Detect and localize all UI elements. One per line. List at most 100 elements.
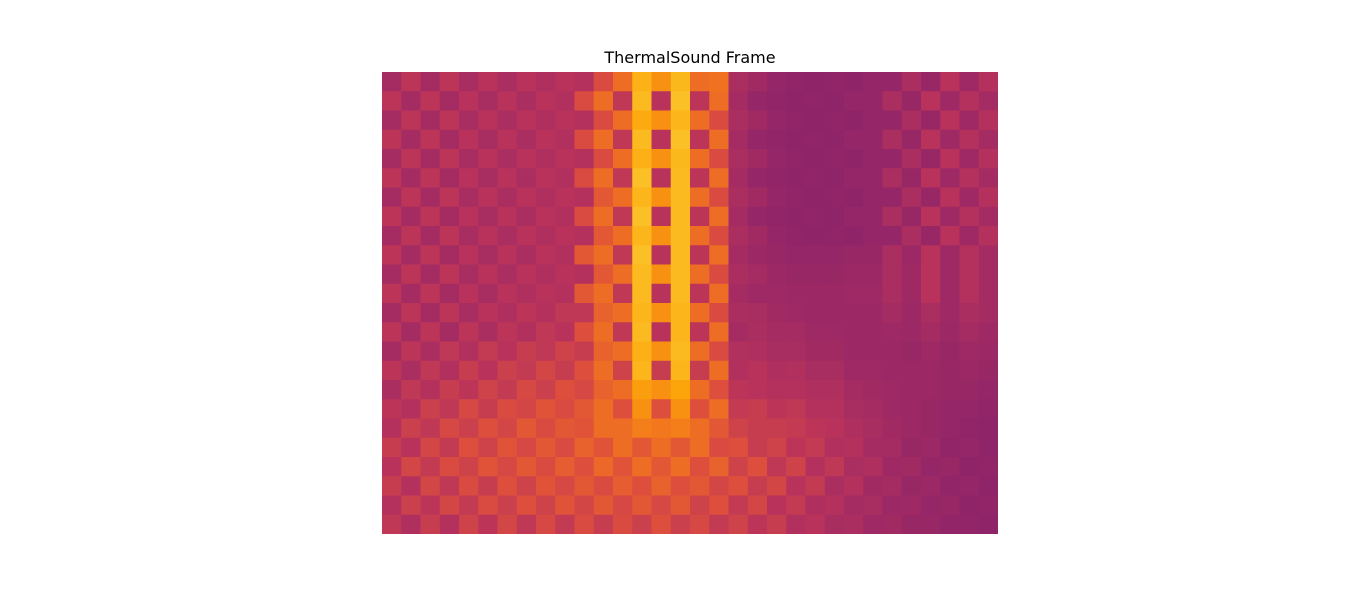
heatmap-cell [728, 91, 749, 111]
heatmap-cell [940, 129, 960, 150]
heatmap-cell [401, 360, 421, 381]
heatmap-cell [555, 72, 575, 92]
heatmap-cell [709, 322, 729, 342]
heatmap-cell [497, 380, 518, 400]
heatmap-cell [901, 514, 922, 534]
heatmap-cell [882, 399, 903, 419]
heatmap-cell [478, 514, 498, 534]
heatmap-cell [497, 149, 518, 169]
heatmap-cell [651, 303, 672, 323]
heatmap-cell [767, 187, 787, 208]
heatmap-cell [959, 418, 980, 439]
heatmap-cell [439, 380, 460, 400]
heatmap-cell [613, 110, 633, 131]
heatmap-cell [613, 187, 633, 208]
heatmap-cell [786, 206, 806, 227]
heatmap-cell [940, 245, 960, 265]
heatmap-cell [497, 457, 518, 477]
heatmap-cell [401, 322, 421, 342]
heatmap-cell [844, 514, 864, 534]
heatmap-cell [959, 399, 980, 419]
heatmap-cell [805, 245, 826, 265]
heatmap-cell [497, 514, 518, 534]
heatmap-cell [670, 245, 691, 265]
heatmap-cell [882, 91, 903, 111]
heatmap-cell [824, 303, 845, 323]
heatmap-cell [824, 322, 845, 342]
heatmap-cell [574, 514, 595, 534]
heatmap-cell [690, 91, 710, 111]
heatmap-cell [709, 110, 729, 131]
heatmap-cell [555, 187, 575, 208]
heatmap-cell [439, 72, 460, 92]
heatmap-cell [728, 245, 749, 265]
heatmap-cell [901, 380, 922, 400]
heatmap-cell [940, 437, 960, 458]
heatmap-cell [632, 91, 652, 111]
heatmap-cell [593, 418, 614, 439]
heatmap-cell [863, 457, 883, 477]
heatmap-cell [613, 226, 633, 246]
heatmap-cell [901, 283, 922, 304]
heatmap-plot [382, 72, 998, 534]
heatmap-cell [959, 187, 980, 208]
heatmap-cell [940, 72, 960, 92]
heatmap-cell [497, 91, 518, 111]
heatmap-cell [978, 187, 998, 208]
heatmap-cell [786, 322, 806, 342]
heatmap-cell [420, 264, 441, 285]
heatmap-cell [786, 245, 806, 265]
heatmap-cell [632, 476, 652, 496]
heatmap-cell [690, 129, 710, 150]
heatmap-cell [555, 226, 575, 246]
heatmap-cell [439, 360, 460, 381]
heatmap-cell [497, 303, 518, 323]
heatmap-cell [670, 303, 691, 323]
heatmap-cell [593, 149, 614, 169]
heatmap-cell [978, 322, 998, 342]
heatmap-cell [382, 341, 402, 362]
heatmap-cell [978, 303, 998, 323]
heatmap-cell [670, 399, 691, 419]
heatmap-cell [536, 149, 556, 169]
heatmap-cell [805, 380, 826, 400]
heatmap-cell [420, 457, 441, 477]
heatmap-cell [401, 149, 421, 169]
heatmap-cell [844, 245, 864, 265]
heatmap-cell [574, 380, 595, 400]
heatmap-cell [555, 206, 575, 227]
heatmap-cell [786, 303, 806, 323]
heatmap-cell [632, 226, 652, 246]
heatmap-cell [767, 476, 787, 496]
heatmap-cell [747, 91, 768, 111]
heatmap-cell [670, 187, 691, 208]
heatmap-cell [978, 457, 998, 477]
heatmap-cell [478, 418, 498, 439]
heatmap-cell [844, 322, 864, 342]
heatmap-cell [728, 303, 749, 323]
heatmap-cell [574, 149, 595, 169]
heatmap-cell [728, 360, 749, 381]
heatmap-cell [863, 437, 883, 458]
heatmap-cell [805, 341, 826, 362]
heatmap-cell [709, 437, 729, 458]
heatmap-cell [844, 457, 864, 477]
heatmap-cell [882, 303, 903, 323]
heatmap-cell [382, 399, 402, 419]
heatmap-cell [382, 72, 402, 92]
heatmap-cell [940, 495, 960, 516]
heatmap-cell [555, 322, 575, 342]
heatmap-cell [401, 206, 421, 227]
heatmap-cell [382, 187, 402, 208]
heatmap-cell [824, 91, 845, 111]
heatmap-cell [959, 283, 980, 304]
heatmap-cell [632, 514, 652, 534]
heatmap-cell [382, 418, 402, 439]
heatmap-cell [921, 495, 941, 516]
heatmap-cell [901, 457, 922, 477]
heatmap-cell [978, 476, 998, 496]
heatmap-cell [921, 168, 941, 188]
heatmap-cell [690, 341, 710, 362]
heatmap-cell [863, 399, 883, 419]
heatmap-cell [613, 303, 633, 323]
